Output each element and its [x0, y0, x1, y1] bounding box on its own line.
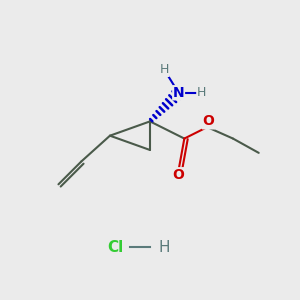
- Text: H: H: [197, 86, 206, 99]
- Text: N: N: [173, 86, 184, 100]
- Text: O: O: [173, 168, 184, 182]
- Text: O: O: [203, 114, 214, 128]
- Text: Cl: Cl: [107, 240, 124, 255]
- Text: H: H: [160, 63, 169, 76]
- Text: H: H: [159, 240, 170, 255]
